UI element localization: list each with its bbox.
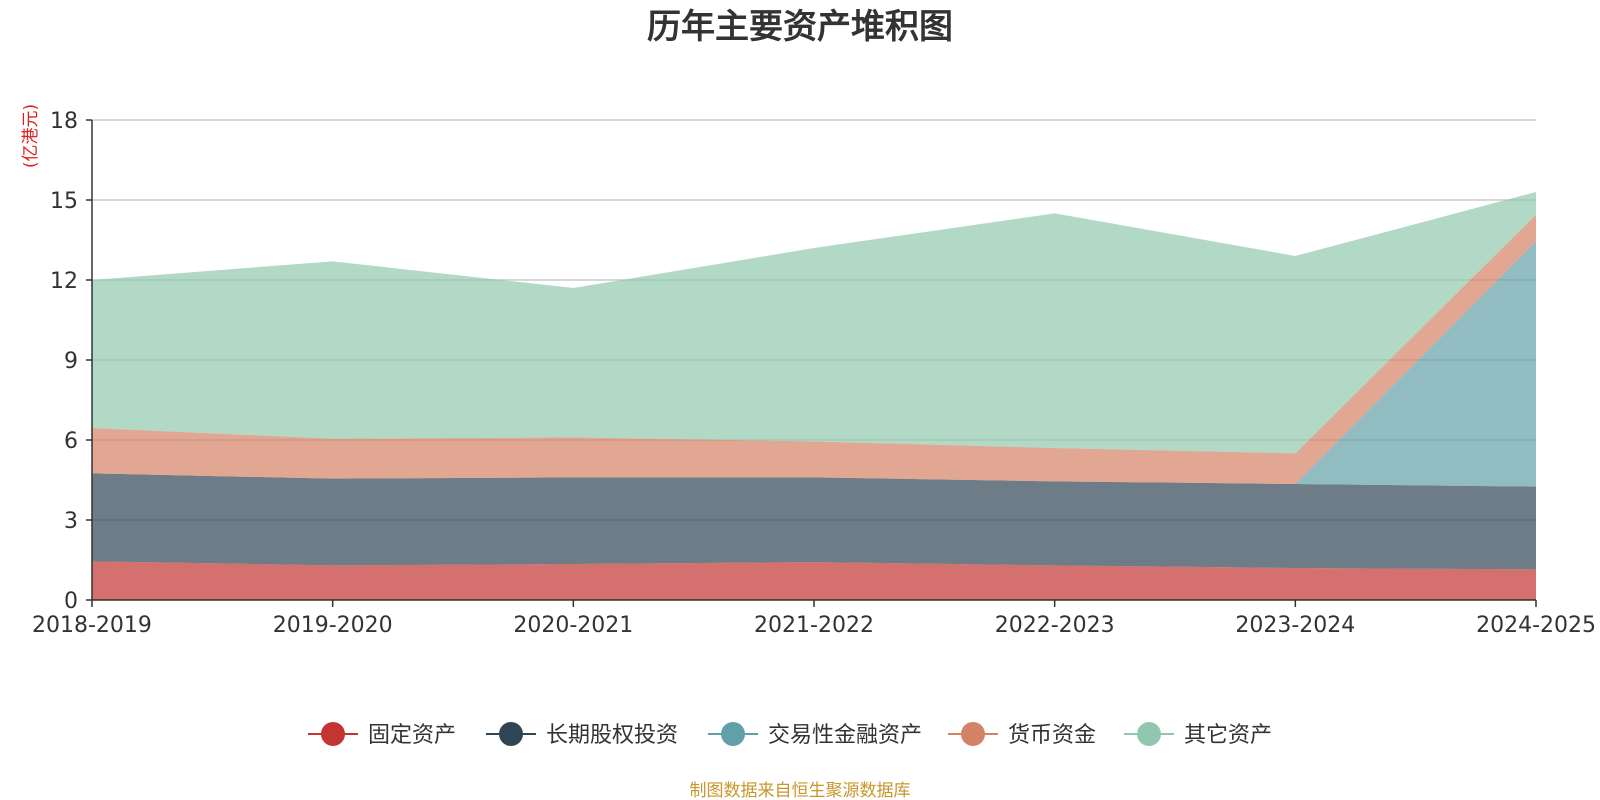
y-tick-label: 6 — [64, 429, 78, 454]
y-tick-label: 12 — [50, 269, 78, 294]
legend-circle-icon — [499, 722, 523, 746]
legend-item-3[interactable]: 交易性金融资产 — [708, 722, 922, 748]
area-series-2 — [92, 473, 1536, 570]
legend: 固定资产 长期股权投资 交易性金融资产 货币资金 其它资产 — [308, 722, 1272, 748]
x-tick-label: 2022-2023 — [995, 613, 1115, 638]
area-series-5 — [92, 192, 1536, 454]
y-tick-label: 0 — [64, 589, 78, 614]
area-series-3 — [92, 241, 1536, 487]
y-tick-label: 9 — [64, 349, 78, 374]
x-tick-label: 2024-2025 — [1476, 613, 1596, 638]
legend-circle-icon — [721, 722, 745, 746]
y-axis-unit: (亿港元) — [21, 104, 41, 168]
chart-title: 历年主要资产堆积图 — [647, 7, 953, 47]
area-series-1 — [92, 561, 1536, 600]
legend-label: 固定资产 — [368, 723, 456, 748]
legend-circle-icon — [1137, 722, 1161, 746]
legend-label: 货币资金 — [1008, 723, 1096, 748]
y-tick-label: 18 — [50, 109, 78, 134]
y-tick-label: 3 — [64, 509, 78, 534]
legend-label: 其它资产 — [1184, 723, 1272, 748]
legend-item-1[interactable]: 固定资产 — [308, 722, 456, 748]
x-tick-label: 2018-2019 — [32, 613, 152, 638]
legend-item-5[interactable]: 其它资产 — [1124, 722, 1272, 748]
legend-item-4[interactable]: 货币资金 — [948, 722, 1096, 748]
legend-item-2[interactable]: 长期股权投资 — [486, 722, 678, 748]
x-tick-label: 2019-2020 — [273, 613, 393, 638]
axes: 0 3 6 9 12 15 18 2018-2019 2019-2020 2020-2021 202… — [32, 109, 1596, 638]
legend-label: 长期股权投资 — [546, 723, 678, 748]
area-series — [92, 192, 1536, 600]
legend-label: 交易性金融资产 — [768, 723, 922, 748]
x-tick-label: 2023-2024 — [1235, 613, 1355, 638]
y-tick-label: 15 — [50, 189, 78, 214]
area-series-4 — [92, 214, 1536, 484]
source-note: 制图数据来自恒生聚源数据库 — [690, 781, 911, 800]
legend-circle-icon — [321, 722, 345, 746]
legend-circle-icon — [961, 722, 985, 746]
x-tick-label: 2020-2021 — [513, 613, 633, 638]
x-tick-label: 2021-2022 — [754, 613, 874, 638]
